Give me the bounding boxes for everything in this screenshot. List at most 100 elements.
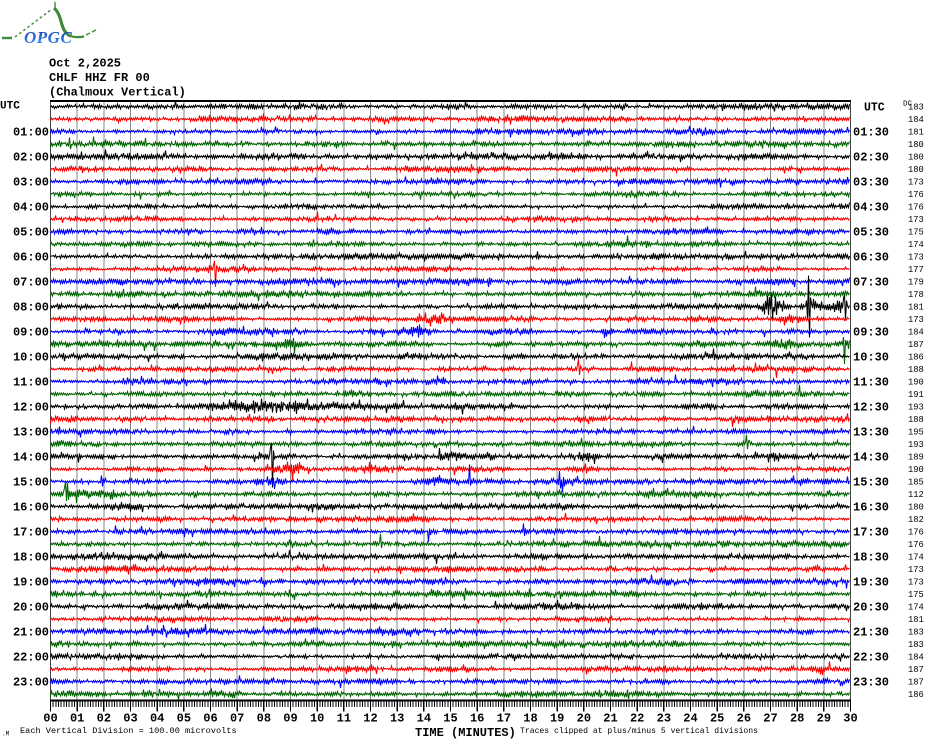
svg-text:(Chalmoux Vertical): (Chalmoux Vertical) [49,86,186,100]
svg-text:181: 181 [908,303,924,313]
svg-text:Each Vertical Division = 100.: Each Vertical Division = 100.00 microvol… [20,726,237,736]
svg-text:23:30: 23:30 [853,676,889,690]
svg-text:28: 28 [790,712,804,726]
svg-text:173: 173 [908,315,924,325]
svg-text:188: 188 [908,415,924,425]
svg-text:16:30: 16:30 [853,501,889,515]
svg-text:26: 26 [737,712,751,726]
svg-text:09:30: 09:30 [853,326,889,340]
svg-text:186: 186 [908,353,924,363]
svg-text:08:30: 08:30 [853,301,889,315]
svg-text:22:30: 22:30 [853,651,889,665]
svg-text:18:00: 18:00 [13,551,49,565]
svg-text:175: 175 [908,228,924,238]
svg-text:19:00: 19:00 [13,576,49,590]
svg-text:05: 05 [177,712,191,726]
svg-text:02: 02 [97,712,111,726]
svg-text:187: 187 [908,340,924,350]
svg-text:174: 174 [908,240,924,250]
svg-text:08:00: 08:00 [13,301,49,315]
svg-text:16:00: 16:00 [13,501,49,515]
svg-text:177: 177 [908,265,924,275]
svg-text:180: 180 [908,153,924,163]
svg-text:09:00: 09:00 [13,326,49,340]
svg-text:.M: .M [2,731,10,738]
svg-text:181: 181 [908,615,924,625]
svg-text:11:00: 11:00 [13,376,49,390]
svg-text:193: 193 [908,403,924,413]
svg-text:03:30: 03:30 [853,176,889,190]
svg-text:25: 25 [710,712,724,726]
svg-text:181: 181 [908,128,924,138]
svg-text:07:00: 07:00 [13,276,49,290]
svg-text:174: 174 [908,603,924,613]
svg-text:173: 173 [908,253,924,263]
svg-text:21:00: 21:00 [13,626,49,640]
svg-text:23: 23 [657,712,671,726]
svg-text:12:00: 12:00 [13,401,49,415]
svg-text:14: 14 [417,712,431,726]
svg-text:00: 00 [43,712,57,726]
svg-text:14:00: 14:00 [13,451,49,465]
svg-text:17:30: 17:30 [853,526,889,540]
svg-text:195: 195 [908,428,924,438]
svg-text:20:00: 20:00 [13,601,49,615]
svg-text:03: 03 [123,712,137,726]
svg-text:173: 173 [908,565,924,575]
svg-text:03:00: 03:00 [13,176,49,190]
svg-text:06: 06 [203,712,217,726]
svg-text:10:30: 10:30 [853,351,889,365]
svg-text:29: 29 [817,712,831,726]
svg-text:21: 21 [603,712,617,726]
svg-text:04: 04 [150,712,164,726]
svg-text:13:00: 13:00 [13,426,49,440]
svg-text:02:30: 02:30 [853,151,889,165]
svg-text:UTC: UTC [864,102,885,115]
svg-text:17:00: 17:00 [13,526,49,540]
svg-text:19: 19 [550,712,564,726]
svg-text:174: 174 [908,553,924,563]
svg-text:16: 16 [470,712,484,726]
svg-text:187: 187 [908,678,924,688]
svg-text:14:30: 14:30 [853,451,889,465]
svg-text:01:00: 01:00 [13,126,49,140]
svg-text:13:30: 13:30 [853,426,889,440]
svg-text:15:00: 15:00 [13,476,49,490]
svg-text:06:30: 06:30 [853,251,889,265]
svg-text:04:30: 04:30 [853,201,889,215]
svg-text:112: 112 [908,490,924,500]
svg-text:178: 178 [908,290,924,300]
svg-text:06:00: 06:00 [13,251,49,265]
svg-text:17: 17 [497,712,511,726]
svg-text:30: 30 [843,712,857,726]
svg-text:07:30: 07:30 [853,276,889,290]
svg-text:10:00: 10:00 [13,351,49,365]
svg-text:Oct 2,2025: Oct 2,2025 [49,57,121,71]
svg-text:15:30: 15:30 [853,476,889,490]
svg-text:02:00: 02:00 [13,151,49,165]
svg-text:TIME (MINUTES): TIME (MINUTES) [415,726,516,740]
svg-text:05:30: 05:30 [853,226,889,240]
svg-text:22: 22 [630,712,644,726]
svg-text:18: 18 [523,712,537,726]
svg-text:176: 176 [908,540,924,550]
svg-text:13: 13 [390,712,404,726]
svg-text:180: 180 [908,165,924,175]
svg-text:11:30: 11:30 [853,376,889,390]
svg-text:179: 179 [908,278,924,288]
svg-text:15: 15 [443,712,457,726]
svg-text:183: 183 [908,103,924,113]
svg-text:180: 180 [908,503,924,513]
svg-text:05:00: 05:00 [13,226,49,240]
svg-text:173: 173 [908,178,924,188]
svg-text:187: 187 [908,665,924,675]
svg-text:12:30: 12:30 [853,401,889,415]
svg-text:01: 01 [70,712,84,726]
svg-text:189: 189 [908,453,924,463]
svg-text:183: 183 [908,628,924,638]
svg-text:21:30: 21:30 [853,626,889,640]
svg-text:27: 27 [763,712,777,726]
svg-text:173: 173 [908,215,924,225]
svg-text:176: 176 [908,528,924,538]
svg-text:175: 175 [908,590,924,600]
